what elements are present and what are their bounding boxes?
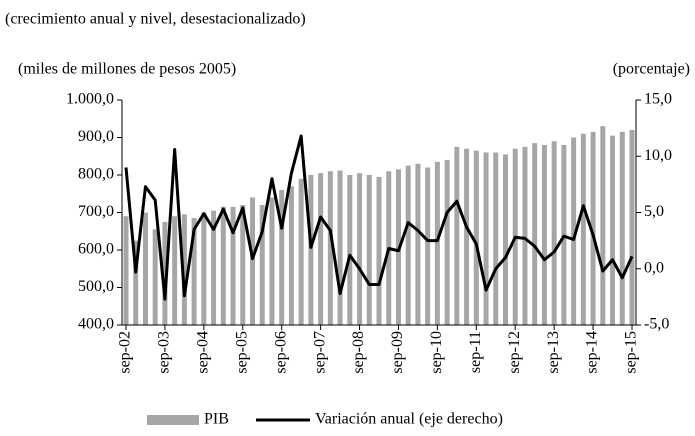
x-tick-label: sep-11 [467, 331, 484, 373]
bar [541, 145, 547, 325]
bar [473, 150, 479, 325]
x-tick-label: sep-03 [156, 331, 173, 374]
legend-label: PIB [204, 411, 229, 428]
y2-axis-label: (porcentaje) [613, 61, 690, 78]
x-tick-label: sep-12 [506, 331, 523, 374]
bar [211, 210, 217, 325]
bar [629, 130, 635, 325]
y2-tick-label: 0,0 [644, 259, 664, 276]
x-tick-label: sep-06 [272, 331, 289, 374]
x-tick-label: sep-02 [117, 331, 134, 374]
bar [142, 212, 148, 325]
bar [610, 135, 616, 325]
x-tick-label: sep-09 [389, 331, 406, 374]
y-tick-label: 700,0 [78, 203, 114, 220]
bar [590, 131, 596, 325]
bar [308, 175, 314, 325]
y2-tick-label: -5,0 [644, 316, 669, 333]
bar [220, 206, 226, 325]
bar [454, 146, 460, 325]
x-tick-label: sep-10 [428, 331, 445, 374]
bar [493, 152, 499, 325]
bar [571, 137, 577, 325]
bar [279, 190, 285, 325]
bar [133, 240, 139, 325]
bar [376, 176, 382, 325]
bar [522, 146, 528, 325]
y2-tick-label: 10,0 [644, 147, 672, 164]
bar [425, 167, 431, 325]
bar [464, 148, 470, 325]
bar [240, 205, 246, 325]
y-tick-label: 800,0 [78, 166, 114, 183]
y2-tick-label: 15,0 [644, 91, 672, 108]
y-axis-label: (miles de millones de pesos 2005) [18, 61, 236, 78]
bar [337, 170, 343, 325]
y-tick-label: 400,0 [78, 316, 114, 333]
legend-swatch [147, 415, 199, 425]
bar [503, 154, 508, 325]
bar [619, 131, 625, 325]
bar [444, 160, 450, 325]
x-tick-label: sep-15 [623, 331, 640, 374]
bar [250, 197, 255, 325]
bar [269, 197, 275, 325]
bar [181, 214, 187, 325]
bar [152, 229, 158, 325]
bar [230, 206, 236, 325]
bar [123, 216, 129, 325]
bar [259, 205, 265, 325]
bar [201, 212, 207, 325]
bar [162, 221, 168, 325]
bar [191, 218, 197, 325]
x-tick-label: sep-13 [545, 331, 562, 374]
bar [434, 161, 440, 325]
chart-subtitle: (crecimiento anual y nivel, desestaciona… [5, 11, 306, 28]
y-tick-label: 1.000,0 [66, 91, 114, 108]
legend-label: Variación anual (eje derecho) [315, 411, 503, 428]
bar [580, 133, 586, 325]
bar [347, 175, 353, 325]
bar [318, 173, 324, 325]
bar [600, 126, 606, 325]
bar [483, 152, 489, 325]
bar [298, 178, 304, 325]
bar [357, 173, 363, 325]
x-tick-label: sep-05 [233, 331, 250, 374]
line [124, 134, 634, 301]
x-tick-label: sep-08 [350, 331, 367, 374]
y-tick-label: 500,0 [78, 278, 114, 295]
y2-tick-label: 5,0 [644, 203, 664, 220]
x-tick-label: sep-14 [584, 331, 601, 374]
bar [327, 171, 333, 325]
x-tick-label: sep-07 [311, 331, 328, 374]
bar [366, 175, 372, 325]
y-tick-label: 900,0 [78, 128, 114, 145]
bar [415, 163, 421, 325]
bar [551, 141, 557, 325]
bar [288, 186, 294, 325]
x-tick-label: sep-04 [195, 331, 212, 374]
y-tick-label: 600,0 [78, 241, 114, 258]
bar [532, 143, 538, 325]
bar [405, 165, 411, 325]
bar [172, 216, 178, 325]
